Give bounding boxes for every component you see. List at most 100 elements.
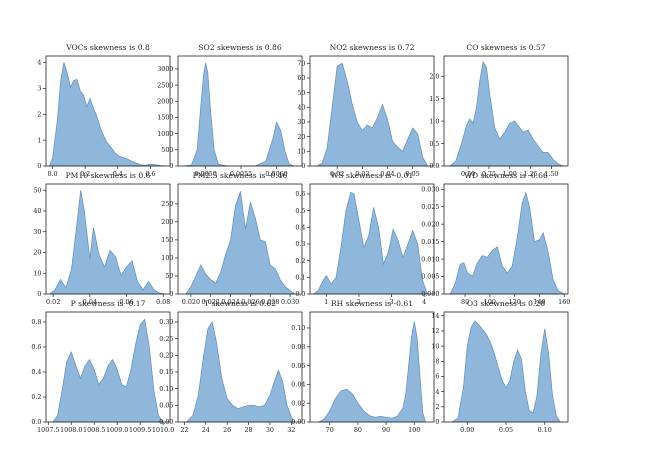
y-tick-label: 40 (33, 207, 41, 215)
y-tick-label: 0.6 (31, 343, 41, 351)
x-tick-label: 160 (558, 298, 570, 306)
y-tick-label: 0.25 (159, 335, 173, 343)
subplot-title: P skewness is -0.17 (71, 299, 146, 308)
axes-frame (309, 55, 435, 167)
subplot-title: WS skewness is -0.01 (331, 171, 414, 180)
x-tick-label: 80 (354, 426, 362, 434)
x-tick-label: 0.02 (330, 170, 344, 178)
subplot-11: 0.00 0.05 0.10 0 2 4 6 8 10 12 14 O3 skewness is 0.… (431, 299, 569, 434)
x-tick-label: 0.04 (83, 298, 97, 306)
y-tick-label: 0 (169, 162, 173, 170)
y-tick-label: 1500 (157, 114, 173, 122)
density-area (185, 321, 294, 423)
density-area (450, 320, 561, 423)
x-tick-label: 0.50 (461, 170, 475, 178)
y-tick-label: 0.010 (421, 255, 439, 263)
y-tick-label: 0.6 (295, 190, 305, 198)
subplot-title: NO2 skewness is 0.72 (330, 43, 415, 52)
y-tick-label: 4 (37, 59, 41, 67)
y-tick-label: 1 (37, 136, 41, 144)
y-tick-label: 0.2 (295, 257, 305, 265)
x-tick-label: 100 (484, 298, 496, 306)
x-tick-label: 0.026 (241, 298, 259, 306)
density-area (312, 191, 428, 295)
density-area (52, 318, 164, 423)
y-tick-label: 0.08 (291, 343, 305, 351)
y-tick-label: 0.02 (291, 399, 305, 407)
x-tick-label: 80 (461, 298, 469, 306)
y-tick-label: 50 (165, 272, 173, 280)
y-tick-label: 200 (161, 218, 173, 226)
x-tick-label: 120 (509, 298, 521, 306)
axes-frame (309, 311, 435, 423)
subplot-title: O3 skewness is 0.28 (467, 299, 545, 308)
density-area (449, 191, 566, 295)
density-area (48, 190, 166, 295)
x-tick-label: 0.2 (80, 170, 90, 178)
y-tick-label: 2000 (157, 97, 173, 105)
subplot-7: 80 100 120 140 160 0.000 0.005 0.010 0.015 0.020 0… (421, 171, 570, 306)
x-tick-label: 26 (223, 426, 231, 434)
subplot-title: RH skewness is -0.61 (331, 299, 413, 308)
y-tick-label: 0 (301, 162, 305, 170)
y-tick-label: 0.06 (291, 362, 305, 370)
axes-frame (45, 55, 171, 167)
y-tick-label: 20 (33, 249, 41, 257)
y-tick-label: 0.00 (291, 418, 305, 426)
axes-frame (443, 183, 569, 295)
x-tick-label: 3 (390, 298, 394, 306)
x-tick-label: 1007.5 (37, 426, 59, 434)
y-tick-label: 60 (297, 74, 305, 82)
axes-frame (45, 311, 171, 423)
subplot-5: 0.020 0.022 0.024 0.026 0.028 0.030 0 50 100 150 2… (161, 171, 303, 306)
subplot-3: 0.50 0.75 1.00 1.25 1.50 0.0 0.5 1.0 1.5 2.0 CO sk… (429, 43, 569, 178)
x-tick-label: 0.028 (261, 298, 279, 306)
y-tick-label: 0.005 (421, 273, 439, 281)
x-tick-label: 0.00 (460, 426, 474, 434)
y-tick-label: 10 (431, 342, 439, 350)
x-tick-label: 0.024 (221, 298, 239, 306)
axes-frame (309, 183, 435, 295)
y-tick-label: 20 (297, 133, 305, 141)
x-tick-label: 0.06 (119, 298, 133, 306)
y-tick-label: 0.000 (421, 290, 439, 298)
y-tick-label: 0.0 (429, 162, 439, 170)
y-tick-label: 2 (37, 110, 41, 118)
density-area (185, 191, 297, 295)
y-tick-label: 0.15 (159, 368, 173, 376)
y-tick-label: 0.5 (295, 207, 305, 215)
y-tick-label: 14 (431, 312, 439, 320)
y-tick-label: 70 (297, 60, 305, 68)
x-tick-label: 24 (202, 426, 210, 434)
y-tick-label: 50 (33, 186, 41, 194)
y-tick-label: 10 (297, 148, 305, 156)
y-tick-label: 50 (297, 89, 305, 97)
axes-frame (177, 311, 303, 423)
x-tick-label: 32 (287, 426, 295, 434)
subplot-title: WD skewness is -0.66 (464, 171, 548, 180)
x-tick-label: 1009.5 (129, 426, 151, 434)
axes-frame (177, 183, 303, 295)
x-tick-label: 0.05 (406, 170, 420, 178)
y-tick-label: 1.5 (429, 95, 439, 103)
y-tick-label: 150 (161, 236, 173, 244)
x-tick-label: 0.08 (156, 298, 170, 306)
x-tick-label: 0.02 (46, 298, 60, 306)
subplot-title: VOCs skewness is 0.8 (65, 43, 150, 52)
y-tick-label: 3000 (157, 65, 173, 73)
y-tick-label: 30 (33, 228, 41, 236)
y-tick-label: 100 (161, 254, 173, 262)
axes-frame (443, 55, 569, 167)
subplot-9: 22 24 26 28 30 320.000.050.100.150.200.250.30… (159, 299, 303, 434)
y-tick-label: 2500 (157, 81, 173, 89)
y-tick-label: 0.00 (159, 418, 173, 426)
y-tick-label: 0.4 (295, 224, 305, 232)
y-tick-label: 0.030 (421, 185, 439, 193)
y-tick-label: 0.10 (159, 385, 173, 393)
x-tick-label: 0.05 (499, 426, 513, 434)
subplot-8: 1007.5 1008.0 1008.5 1009.0 1009.5 1010.00.00… (31, 299, 174, 434)
x-tick-label: 100 (408, 426, 420, 434)
subplot-title: PM10 skewness is 0.6 (66, 171, 151, 180)
x-tick-label: 0.022 (202, 298, 220, 306)
